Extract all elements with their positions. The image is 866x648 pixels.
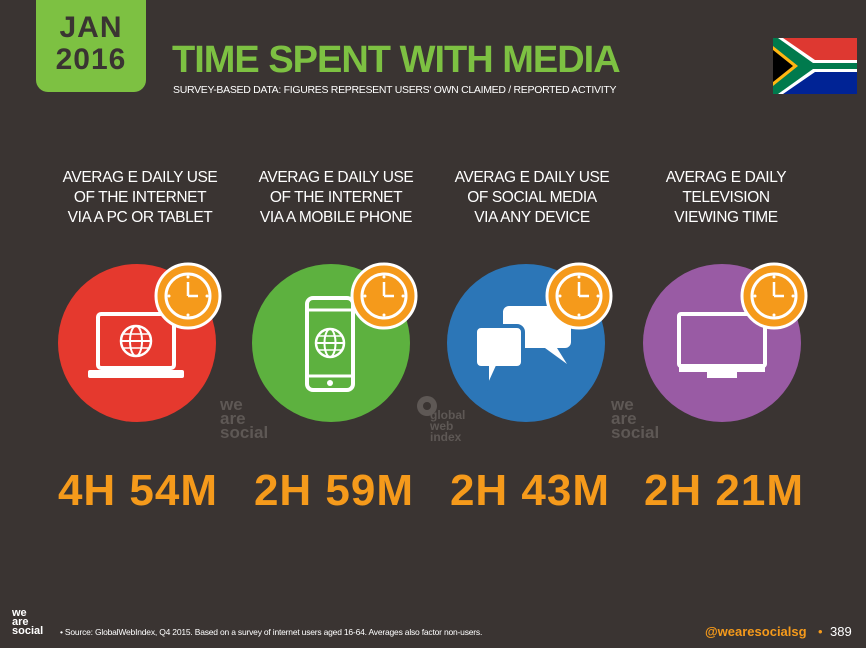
logo-line: social [12,625,44,637]
gwi-watermark: global web index [430,408,466,444]
metric-value-pc: 4H 54M [57,466,219,515]
watermark-line: are [220,409,246,428]
clock-icon [545,262,613,330]
watermark-line: index [430,430,462,444]
mobile-globe-icon [305,296,355,392]
clock-icon [154,262,222,330]
source-note: • Source: GlobalWebIndex, Q4 2015. Based… [60,627,483,637]
label-line: VIEWING TIME [674,209,778,226]
date-month: JAN [59,11,123,44]
social-circle [447,264,605,422]
page-subtitle: SURVEY-BASED DATA: FIGURES REPRESENT USE… [173,84,617,96]
footer-logo: we are social [12,607,44,637]
label-line: VIA A MOBILE PHONE [259,209,413,226]
logo-line: we [12,607,27,619]
page-title: TIME SPENT WITH MEDIA [172,39,621,81]
chat-bubbles-icon [473,306,571,391]
label-line: AVERAG E DAILY USE [62,169,218,186]
metric-label-tv: AVERAG E DAILY TELEVISION VIEWING TIME [628,168,824,228]
laptop-globe-icon [88,312,184,378]
we-are-social-watermark: we are social [611,395,660,442]
logo-line: are [12,616,29,628]
label-line: VIA ANY DEVICE [474,209,590,226]
watermark-line: we [611,395,634,414]
date-year: 2016 [55,43,127,76]
label-line: OF THE INTERNET [73,189,207,206]
globalwebindex-logo-icon [417,396,437,416]
television-icon [677,312,767,378]
watermark-line: are [611,409,637,428]
we-are-social-watermark: we are social [220,395,269,442]
watermark-line: global [430,408,466,422]
label-line: TELEVISION [682,189,770,206]
social-handle: @wearesocialsg [705,624,807,639]
label-line: OF THE INTERNET [269,189,403,206]
label-line: OF SOCIAL MEDIA [467,189,597,206]
label-line: VIA A PC OR TABLET [67,209,213,226]
metric-label-mobile: AVERAG E DAILY USE OF THE INTERNET VIA A… [238,168,434,228]
label-line: AVERAG E DAILY USE [454,169,610,186]
south-africa-flag-icon [773,38,857,94]
watermark-line: we [220,395,243,414]
clock-icon [350,262,418,330]
metric-value-social: 2H 43M [449,466,611,515]
label-line: AVERAG E DAILY [665,169,787,186]
label-line: AVERAG E DAILY USE [258,169,414,186]
metric-value-mobile: 2H 59M [253,466,415,515]
metric-label-pc: AVERAG E DAILY USE OF THE INTERNET VIA A… [42,168,238,228]
page-number: 389 [830,624,852,639]
watermark-line: web [430,419,454,433]
watermark-line: social [220,423,269,442]
watermark-line: social [611,423,660,442]
metric-value-tv: 2H 21M [643,466,805,515]
footer-separator: • [818,624,823,639]
date-badge: JAN 2016 [36,0,146,92]
clock-icon [740,262,808,330]
metric-label-social: AVERAG E DAILY USE OF SOCIAL MEDIA VIA A… [434,168,630,228]
